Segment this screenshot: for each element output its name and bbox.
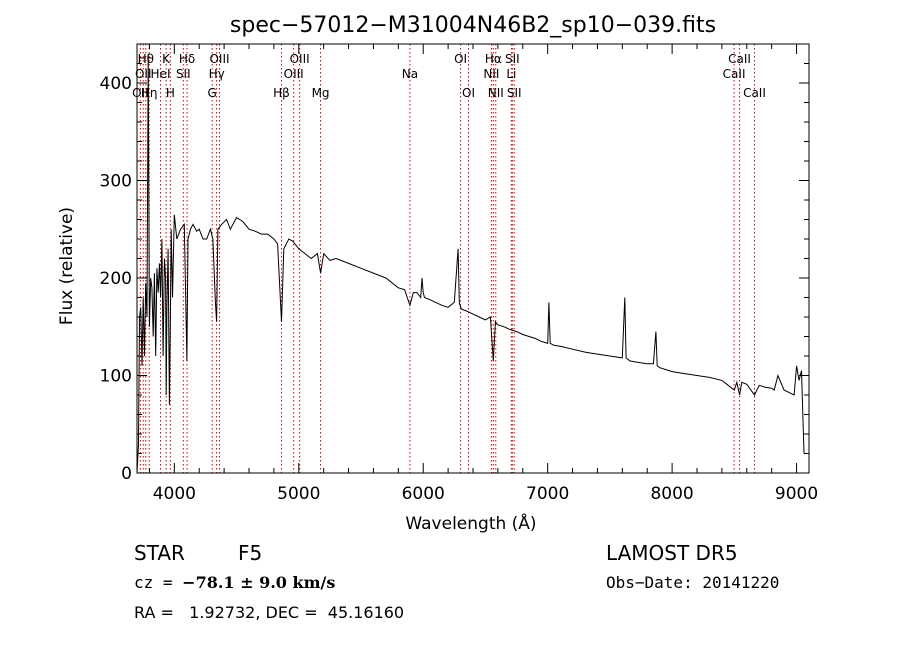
spectral-line-label: Mg <box>312 86 330 100</box>
spectral-line-label: Hγ <box>209 67 225 81</box>
y-axis: 0 100 200 300 400 <box>100 43 809 484</box>
x-axis-label: Wavelength (Å) <box>405 512 536 534</box>
spectral-line-label: OII <box>135 67 152 81</box>
spectral-line-label: Li <box>506 67 516 81</box>
coordinates: RA = 1.92732, DEC = 45.16160 <box>134 603 405 622</box>
observation-date: Obs−Date: 20141220 <box>606 573 780 592</box>
spectral-line-label: Hα <box>485 52 502 66</box>
spectral-line-label: G <box>208 86 217 100</box>
spectrum-series-line <box>136 53 805 474</box>
chart-title: spec−57012−M31004N46B2_sp10−039.fits <box>230 13 716 38</box>
x-tick-label: 9000 <box>775 484 818 504</box>
y-tick-label: 400 <box>100 74 132 94</box>
cz-label: cz = <box>134 573 183 592</box>
object-class: STAR <box>134 541 185 565</box>
spectrum-chart: spec−57012−M31004N46B2_sp10−039.fits OII… <box>57 13 818 534</box>
y-axis-label: Flux (relative) <box>57 207 77 325</box>
spectral-line-label: OI <box>462 86 475 100</box>
x-tick-label: 5000 <box>277 484 320 504</box>
spectral-line-markers <box>139 44 755 473</box>
x-axis: 4000 5000 6000 7000 8000 9000 <box>148 44 818 504</box>
spectral-line-label: CaII <box>743 86 766 100</box>
spectral-line-label: H <box>166 86 175 100</box>
spectral-line-label: Hβ <box>273 86 290 100</box>
spectral-line-label: K <box>162 52 171 66</box>
spectral-line-labels: OIIOIIHθHηHeIKHSIIHδGHγOIIIHβOIIIOIIIMgN… <box>132 52 766 100</box>
x-tick-label: 8000 <box>650 484 693 504</box>
y-tick-label: 0 <box>121 464 132 484</box>
spectral-line-label: CaII <box>723 67 746 81</box>
spectral-line-label: OIII <box>290 52 310 66</box>
spectral-line-label: OII <box>132 86 149 100</box>
spectral-line-label: SII <box>507 86 522 100</box>
cz-value: −78.1 ± 9.0 km/s <box>182 573 336 592</box>
x-tick-label: 6000 <box>402 484 445 504</box>
redshift-row: cz = −78.1 ± 9.0 km/s <box>134 573 335 592</box>
x-tick-label: 7000 <box>526 484 569 504</box>
spectral-line-label: Na <box>402 67 418 81</box>
spectral-line-label: Hδ <box>179 52 195 66</box>
spectral-line-label: NII <box>488 86 504 100</box>
y-tick-label: 200 <box>100 269 132 289</box>
x-tick-label: 4000 <box>153 484 196 504</box>
spectral-line-label: Hθ <box>138 52 154 66</box>
spectral-line-label: SII <box>505 52 520 66</box>
plot-frame <box>136 43 810 474</box>
spectral-line-label: Hη <box>141 86 158 100</box>
spectral-line-label: OIII <box>209 52 229 66</box>
spectral-line-label: CaII <box>728 52 751 66</box>
spectral-line-label: SII <box>176 67 191 81</box>
spectral-line-label: OI <box>454 52 467 66</box>
subclass: F5 <box>238 541 263 565</box>
spectral-line-label: HeI <box>151 67 171 81</box>
spectral-line-label: OIII <box>284 67 304 81</box>
y-tick-label: 100 <box>100 367 132 387</box>
survey-name: LAMOST DR5 <box>606 541 738 565</box>
y-tick-label: 300 <box>100 172 132 192</box>
spectral-line-label: NII <box>483 67 499 81</box>
